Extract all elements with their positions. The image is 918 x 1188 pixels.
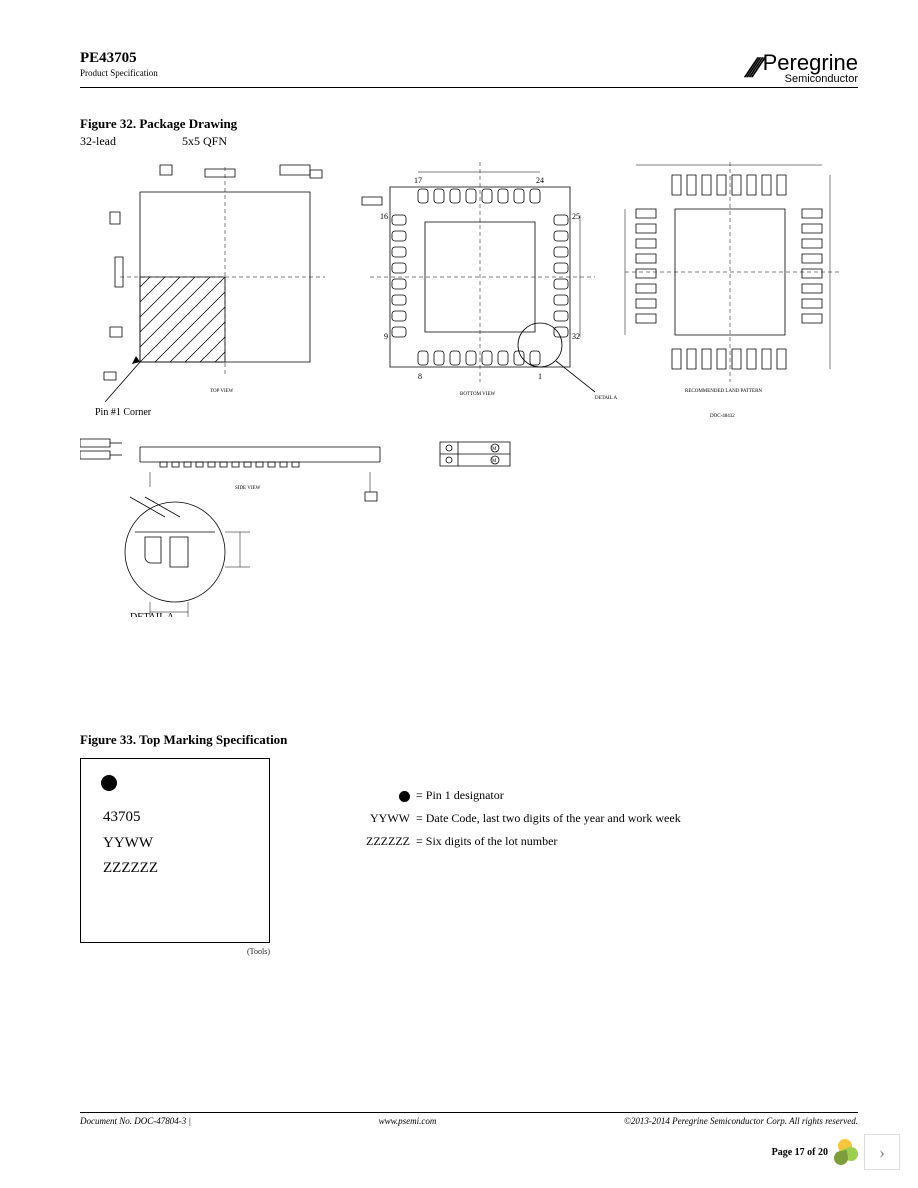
legend-yyww: = Date Code, last two digits of the year… [416, 811, 681, 826]
footer-doc: Document No. DOC-47804-3 | [80, 1116, 191, 1126]
pin1-dot-icon [101, 775, 117, 791]
svg-text:BOTTOM VIEW: BOTTOM VIEW [460, 392, 496, 397]
footer-copyright: ©2013-2014 Peregrine Semiconductor Corp.… [624, 1116, 858, 1126]
page-footer: Document No. DOC-47804-3 | www.psemi.com… [80, 1112, 858, 1126]
marking-caption: (Tools) [80, 947, 270, 956]
package-drawing: Pin #1 Corner TOP VIEW [80, 157, 840, 617]
company-logo: //// Peregrine Semiconductor [747, 50, 858, 85]
fig32-sub-right: 5x5 QFN [182, 134, 227, 148]
detail-a-label: DETAIL A [130, 612, 175, 617]
figure-32-subtitle: 32-lead 5x5 QFN [80, 134, 858, 149]
figure-33-title: Figure 33. Top Marking Specification [80, 732, 858, 748]
legend-dot-icon [399, 791, 410, 802]
figure-32-title: Figure 32. Package Drawing [80, 116, 858, 132]
svg-text:1: 1 [538, 372, 542, 381]
marking-legend: = Pin 1 designator YYWW = Date Code, las… [340, 788, 681, 857]
page-number: Page 17 of 20 [772, 1147, 828, 1158]
svg-text:DOC-48432: DOC-48432 [710, 414, 735, 419]
pin1-corner-label: Pin #1 Corner [95, 407, 152, 418]
svg-text:TOP VIEW: TOP VIEW [210, 389, 234, 394]
logo-text: Peregrine [763, 50, 858, 75]
fig32-sub-left: 32-lead [80, 134, 116, 148]
svg-text:RECOMMENDED LAND PATTERN: RECOMMENDED LAND PATTERN [685, 389, 762, 394]
marking-line-1: 43705 [103, 805, 247, 831]
legend-zzz-key: ZZZZZZ [340, 834, 410, 849]
svg-text:17: 17 [414, 176, 422, 185]
top-marking-box: 43705 YYWW ZZZZZZ [80, 758, 270, 943]
legend-zzz: = Six digits of the lot number [416, 834, 557, 849]
svg-text:M: M [492, 447, 497, 452]
figure-33: Figure 33. Top Marking Specification 437… [80, 732, 858, 956]
svg-text:DETAIL A: DETAIL A [595, 396, 617, 401]
svg-text:9: 9 [384, 332, 388, 341]
next-page-button[interactable]: › [864, 1134, 900, 1170]
svg-text:M: M [492, 459, 497, 464]
marking-line-2: YYWW [103, 831, 247, 857]
page-nav-widget: › [828, 1134, 900, 1170]
svg-text:16: 16 [380, 212, 388, 221]
svg-text:8: 8 [418, 372, 422, 381]
footer-site: www.psemi.com [379, 1116, 437, 1126]
viewer-logo-icon [828, 1137, 858, 1167]
package-drawing-svg: Pin #1 Corner TOP VIEW [80, 157, 840, 617]
svg-text:SIDE VIEW: SIDE VIEW [235, 486, 261, 491]
product-spec-label: Product Specification [80, 68, 158, 78]
legend-pin1: = Pin 1 designator [416, 788, 504, 803]
svg-text:32: 32 [572, 332, 580, 341]
header-left: PE43705 Product Specification [80, 50, 158, 78]
svg-text:25: 25 [572, 212, 580, 221]
svg-text:24: 24 [536, 176, 544, 185]
product-code: PE43705 [80, 50, 158, 67]
marking-line-3: ZZZZZZ [103, 856, 247, 882]
page-header: PE43705 Product Specification //// Pereg… [80, 50, 858, 88]
legend-yyww-key: YYWW [340, 811, 410, 826]
figure-32: Figure 32. Package Drawing 32-lead 5x5 Q… [80, 116, 858, 617]
logo-slashes-icon: //// [743, 56, 760, 80]
